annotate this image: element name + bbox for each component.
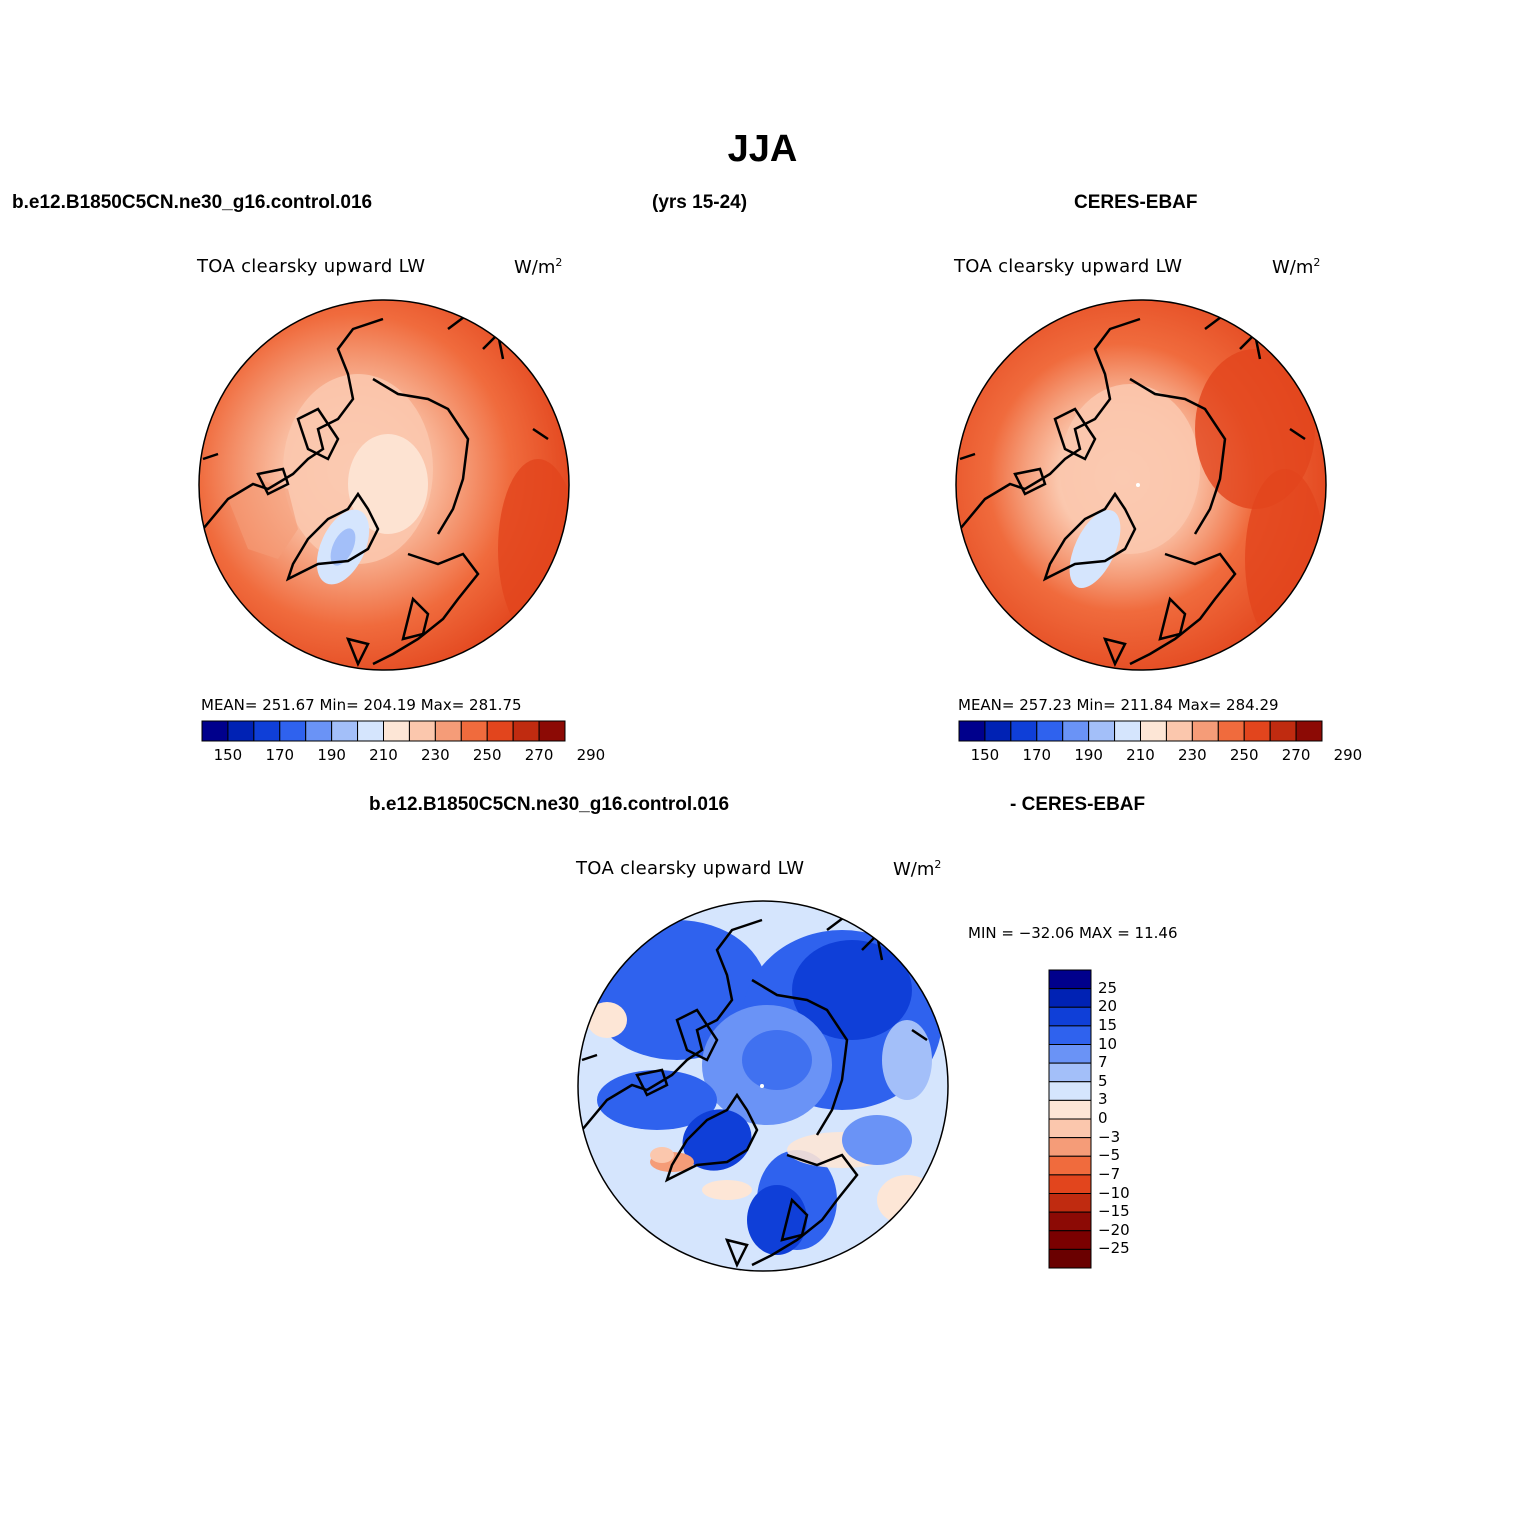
diff-colorbar (1048, 969, 1092, 1269)
obs-colorbar-swatch (984, 720, 1012, 742)
model-colorbar-swatch (383, 720, 410, 742)
model-colorbar-tick-label: 270 (524, 746, 554, 764)
model-colorbar-labels: 150 170 190 210 230 250 270 290 (202, 746, 606, 766)
obs-colorbar-tick-label: 190 (1074, 746, 1103, 764)
model-colorbar-swatch (486, 720, 514, 742)
diff-colorbar-tick-label: −10 (1098, 1183, 1130, 1202)
obs-colorbar-swatch (1217, 720, 1245, 742)
obs-panel-title: TOA clearsky upward LW (954, 256, 1183, 277)
obs-colorbar-swatch (1062, 720, 1090, 742)
obs-colorbar-tick-label: 150 (970, 746, 1000, 764)
diff-colorbar-tick-label: 0 (1098, 1109, 1108, 1127)
model-colorbar-swatch (460, 720, 488, 742)
obs-colorbar-swatch (1088, 720, 1116, 742)
model-colorbar-swatch (434, 720, 462, 742)
diff-colorbar-swatch (1048, 1062, 1092, 1083)
model-colorbar-tick-label: 210 (369, 746, 398, 764)
obs-colorbar-swatch (1243, 720, 1271, 742)
model-panel-title: TOA clearsky upward LW (197, 256, 426, 277)
header-obs-name: CERES-EBAF (1074, 192, 1198, 213)
obs-colorbar-tick-label: 210 (1126, 746, 1155, 764)
model-colorbar-swatch (305, 720, 333, 742)
diff-colorbar-swatch (1048, 1193, 1092, 1213)
model-colorbar-tick-label: 190 (317, 746, 346, 764)
model-colorbar-swatch (331, 720, 359, 742)
diff-colorbar-tick-label: 25 (1098, 978, 1118, 997)
diff-colorbar-tick-label: 20 (1098, 997, 1118, 1016)
diff-colorbar-tick-label: 5 (1098, 1071, 1108, 1090)
diff-colorbar-swatch (1048, 1248, 1092, 1269)
diff-colorbar-swatch (1048, 1211, 1092, 1232)
model-colorbar-swatch (253, 720, 281, 742)
diff-colorbar-tick-label: −5 (1098, 1146, 1121, 1165)
model-colorbar-tick-label: 290 (576, 746, 606, 764)
obs-stats: MEAN= 257.23 Min= 211.84 Max= 284.29 (958, 696, 1279, 714)
obs-colorbar-swatch (1010, 720, 1038, 742)
model-colorbar-tick-label: 170 (265, 746, 295, 764)
diff-polar-map (577, 900, 949, 1272)
model-colorbar-tick-label: 150 (213, 746, 243, 764)
model-polar-map (198, 299, 570, 671)
diff-colorbar-tick-label: −3 (1098, 1127, 1121, 1146)
diff-colorbar-tick-label: −20 (1098, 1220, 1130, 1239)
model-colorbar-swatch (357, 720, 385, 742)
model-colorbar-tick-label: 230 (421, 746, 450, 764)
diff-colorbar-tick-label: −7 (1098, 1164, 1121, 1183)
header-model-name: b.e12.B1850C5CN.ne30_g16.control.016 (12, 192, 373, 213)
diff-colorbar-tick-label: 7 (1098, 1053, 1108, 1072)
obs-colorbar-swatch (1036, 720, 1064, 742)
obs-colorbar-swatch (1191, 720, 1219, 742)
model-colorbar-swatch (201, 720, 229, 742)
obs-colorbar-tick-label: 230 (1178, 746, 1207, 764)
diff-colorbar-tick-label: −15 (1098, 1202, 1130, 1221)
obs-colorbar-tick-label: 290 (1333, 746, 1363, 764)
diff-colorbar-tick-label: 15 (1098, 1015, 1118, 1034)
diff-colorbar-swatch (1048, 1155, 1092, 1176)
obs-colorbar-swatch (958, 720, 986, 742)
diff-header-obs: - CERES-EBAF (1010, 794, 1146, 815)
obs-colorbar-swatch (1140, 720, 1167, 742)
model-colorbar-swatch (512, 720, 540, 742)
diff-colorbar-swatch (1048, 1044, 1092, 1064)
diff-panel-title: TOA clearsky upward LW (576, 858, 805, 879)
model-colorbar-swatch (538, 720, 566, 742)
obs-colorbar-tick-label: 270 (1281, 746, 1311, 764)
obs-colorbar (958, 720, 1323, 742)
header-years: (yrs 15-24) (652, 192, 748, 213)
model-colorbar-swatch (279, 720, 307, 742)
diff-colorbar-swatch (1048, 1230, 1092, 1250)
diff-colorbar-labels: 25 20 15 10 7 5 3 0 −3 −5 −7 −10 −15 −20 −25 (1098, 969, 1158, 1269)
main-title: JJA (727, 128, 798, 170)
obs-panel-units: W/m2 (1272, 256, 1321, 278)
diff-colorbar-swatch (1048, 1137, 1092, 1157)
model-stats: MEAN= 251.67 Min= 204.19 Max= 281.75 (201, 696, 522, 714)
model-colorbar-swatch (227, 720, 255, 742)
obs-polar-map (955, 299, 1327, 671)
model-colorbar-swatch (408, 720, 436, 742)
model-panel-units: W/m2 (514, 256, 563, 278)
diff-panel-units: W/m2 (893, 858, 942, 880)
diff-stats: MIN = −32.06 MAX = 11.46 (968, 924, 1178, 942)
obs-colorbar-swatch (1269, 720, 1297, 742)
diff-colorbar-tick-label: 3 (1098, 1090, 1108, 1109)
diff-colorbar-swatch (1048, 988, 1092, 1008)
diff-colorbar-swatch (1048, 1118, 1092, 1139)
diff-colorbar-swatch (1048, 1025, 1092, 1046)
obs-colorbar-tick-label: 170 (1022, 746, 1052, 764)
model-colorbar-tick-label: 250 (472, 746, 502, 764)
diff-colorbar-swatch (1048, 1099, 1092, 1120)
obs-colorbar-swatch (1114, 720, 1142, 742)
diff-colorbar-swatch (1048, 969, 1092, 990)
diff-colorbar-swatch (1048, 1174, 1092, 1195)
diff-colorbar-tick-label: 10 (1098, 1034, 1118, 1053)
model-colorbar (201, 720, 566, 742)
diff-header-model: b.e12.B1850C5CN.ne30_g16.control.016 (369, 794, 730, 815)
diff-colorbar-tick-label: −25 (1098, 1239, 1130, 1258)
obs-colorbar-swatch (1165, 720, 1193, 742)
diff-colorbar-swatch (1048, 1006, 1092, 1027)
obs-colorbar-swatch (1295, 720, 1323, 742)
diff-colorbar-swatch (1048, 1081, 1092, 1101)
obs-colorbar-labels: 150 170 190 210 230 250 270 290 (959, 746, 1363, 766)
obs-colorbar-tick-label: 250 (1229, 746, 1259, 764)
